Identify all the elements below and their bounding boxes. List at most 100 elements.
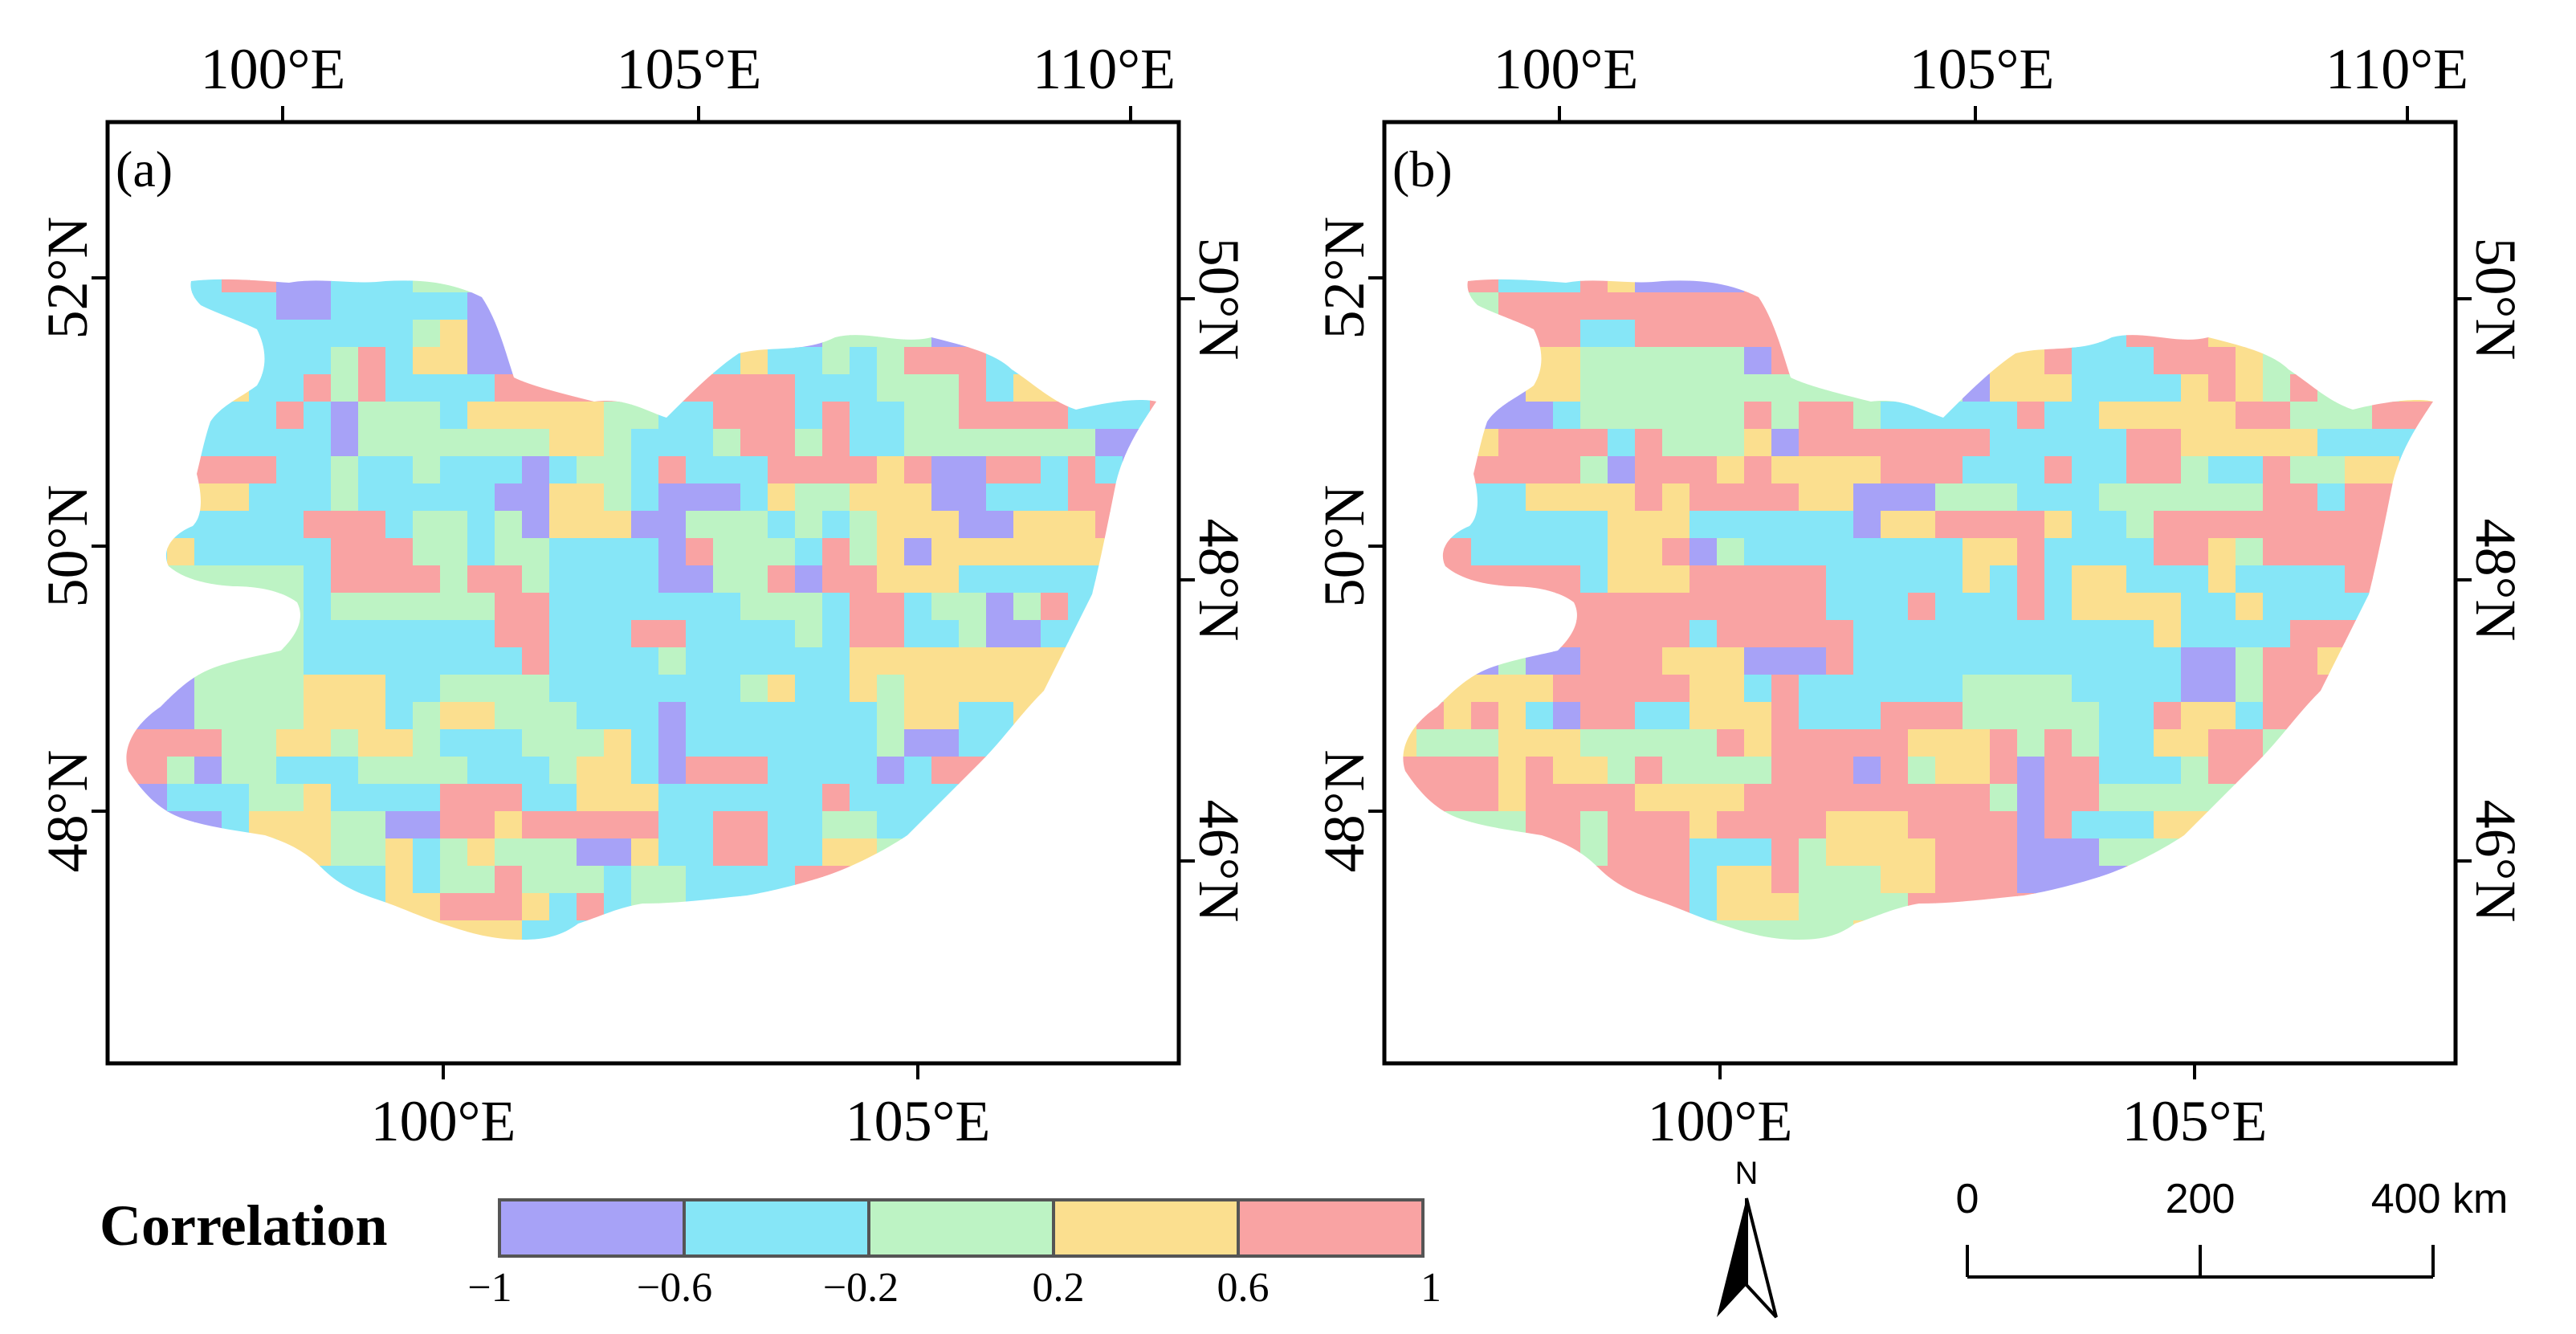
raster-cell: [358, 811, 386, 839]
raster-cell: [1689, 483, 1718, 512]
raster-cell: [304, 729, 332, 757]
raster-cell: [1689, 593, 1718, 621]
raster-cell: [1635, 593, 1663, 621]
raster-cell: [822, 784, 850, 812]
right-tick-label: 46°N: [2464, 800, 2528, 923]
raster-cell: [658, 593, 687, 621]
raster-cell: [2126, 757, 2154, 785]
raster-cell: [249, 757, 277, 785]
raster-cell: [2208, 456, 2236, 484]
raster-cell: [986, 402, 1014, 430]
right-ticks: 50°N 48°N 46°N: [1179, 238, 1251, 922]
raster-cell: [2044, 402, 2073, 430]
raster-cell: [604, 565, 632, 594]
raster-cell: [1990, 647, 2018, 675]
raster-cell: [440, 784, 468, 812]
raster-cell: [604, 757, 632, 785]
raster-cell: [2154, 565, 2182, 594]
raster-cell: [385, 483, 414, 512]
raster-cell: [1826, 838, 1854, 867]
raster-cell: [1771, 675, 1800, 703]
raster-cell: [1553, 538, 1581, 566]
raster-cell: [795, 374, 823, 402]
raster-cell: [1799, 511, 1827, 539]
raster-cell: [2126, 647, 2154, 675]
raster-cell: [1068, 456, 1096, 484]
raster-cell: [1771, 784, 1800, 812]
raster-cell: [1908, 538, 1936, 566]
raster-cell: [2072, 374, 2100, 402]
raster-cell: [1717, 483, 1745, 512]
raster-cell: [1608, 838, 1636, 867]
raster-cell: [1990, 429, 2018, 457]
raster-cell: [686, 757, 714, 785]
raster-cell: [549, 784, 577, 812]
legend-tick-label: −0.2: [823, 1265, 899, 1311]
raster-cell: [2099, 429, 2127, 457]
raster-cell: [385, 456, 414, 484]
raster-cell: [276, 784, 304, 812]
raster-cell: [959, 402, 987, 430]
raster-cell: [1580, 511, 1608, 539]
raster-cell: [1908, 429, 1936, 457]
raster-cell: [1717, 784, 1745, 812]
raster-cell: [877, 647, 905, 675]
raster-cell: [931, 374, 960, 402]
bottom-ticks: 100°E 105°E: [1648, 1063, 2267, 1153]
raster-cell: [467, 675, 495, 703]
raster-cell: [931, 757, 960, 785]
raster-cell: [194, 729, 222, 757]
raster-cell: [850, 538, 878, 566]
raster-cell: [904, 429, 932, 457]
raster-cell: [2154, 429, 2182, 457]
raster-cell: [1689, 565, 1718, 594]
raster-cell: [249, 702, 277, 730]
raster-cell: [358, 702, 386, 730]
raster-cell: [413, 729, 441, 757]
top-tick-label: 105°E: [1910, 37, 2055, 101]
raster-cell: [2181, 647, 2209, 675]
raster-cell: [276, 292, 304, 320]
raster-cell: [658, 866, 687, 894]
raster-cell: [822, 565, 850, 594]
raster-cell: [2017, 675, 2045, 703]
raster-cell: [331, 593, 359, 621]
raster-cell: [1662, 565, 1690, 594]
raster-cell: [2017, 811, 2045, 839]
raster-cell: [440, 292, 468, 320]
correlation-legend: Correlation −1 −0.6 −0.2 0.2 0.6 1: [100, 1193, 1441, 1311]
raster-cell: [1799, 729, 1827, 757]
raster-cell: [795, 784, 823, 812]
raster-cell: [1717, 347, 1745, 375]
raster-cell: [522, 757, 550, 785]
raster-cell: [877, 675, 905, 703]
raster-cell: [1717, 593, 1745, 621]
raster-cell: [331, 279, 359, 293]
raster-cell: [1689, 866, 1718, 894]
raster-cell: [631, 757, 659, 785]
raster-cell: [1826, 538, 1854, 566]
raster-cell: [2290, 511, 2318, 539]
raster-cell: [1608, 811, 1636, 839]
raster-cell: [2236, 402, 2264, 430]
raster-cell: [686, 429, 714, 457]
raster-cell: [304, 292, 332, 320]
raster-cell: [1744, 838, 1772, 867]
raster-cell: [495, 456, 523, 484]
raster-cell: [222, 538, 250, 566]
raster-cell: [1853, 429, 1881, 457]
raster-cell: [1771, 593, 1800, 621]
raster-cell: [358, 279, 386, 293]
raster-cell: [1662, 620, 1690, 648]
raster-cell: [495, 483, 523, 512]
raster-cell: [1990, 511, 2018, 539]
raster-cell: [877, 511, 905, 539]
raster-cell: [276, 402, 304, 430]
raster-cell: [1881, 702, 1909, 730]
raster-cell: [1935, 429, 1963, 457]
raster-cell: [167, 702, 195, 730]
raster-cell: [467, 538, 495, 566]
raster-cell: [358, 456, 386, 484]
raster-cell: [1771, 483, 1800, 512]
raster-cell: [304, 620, 332, 648]
